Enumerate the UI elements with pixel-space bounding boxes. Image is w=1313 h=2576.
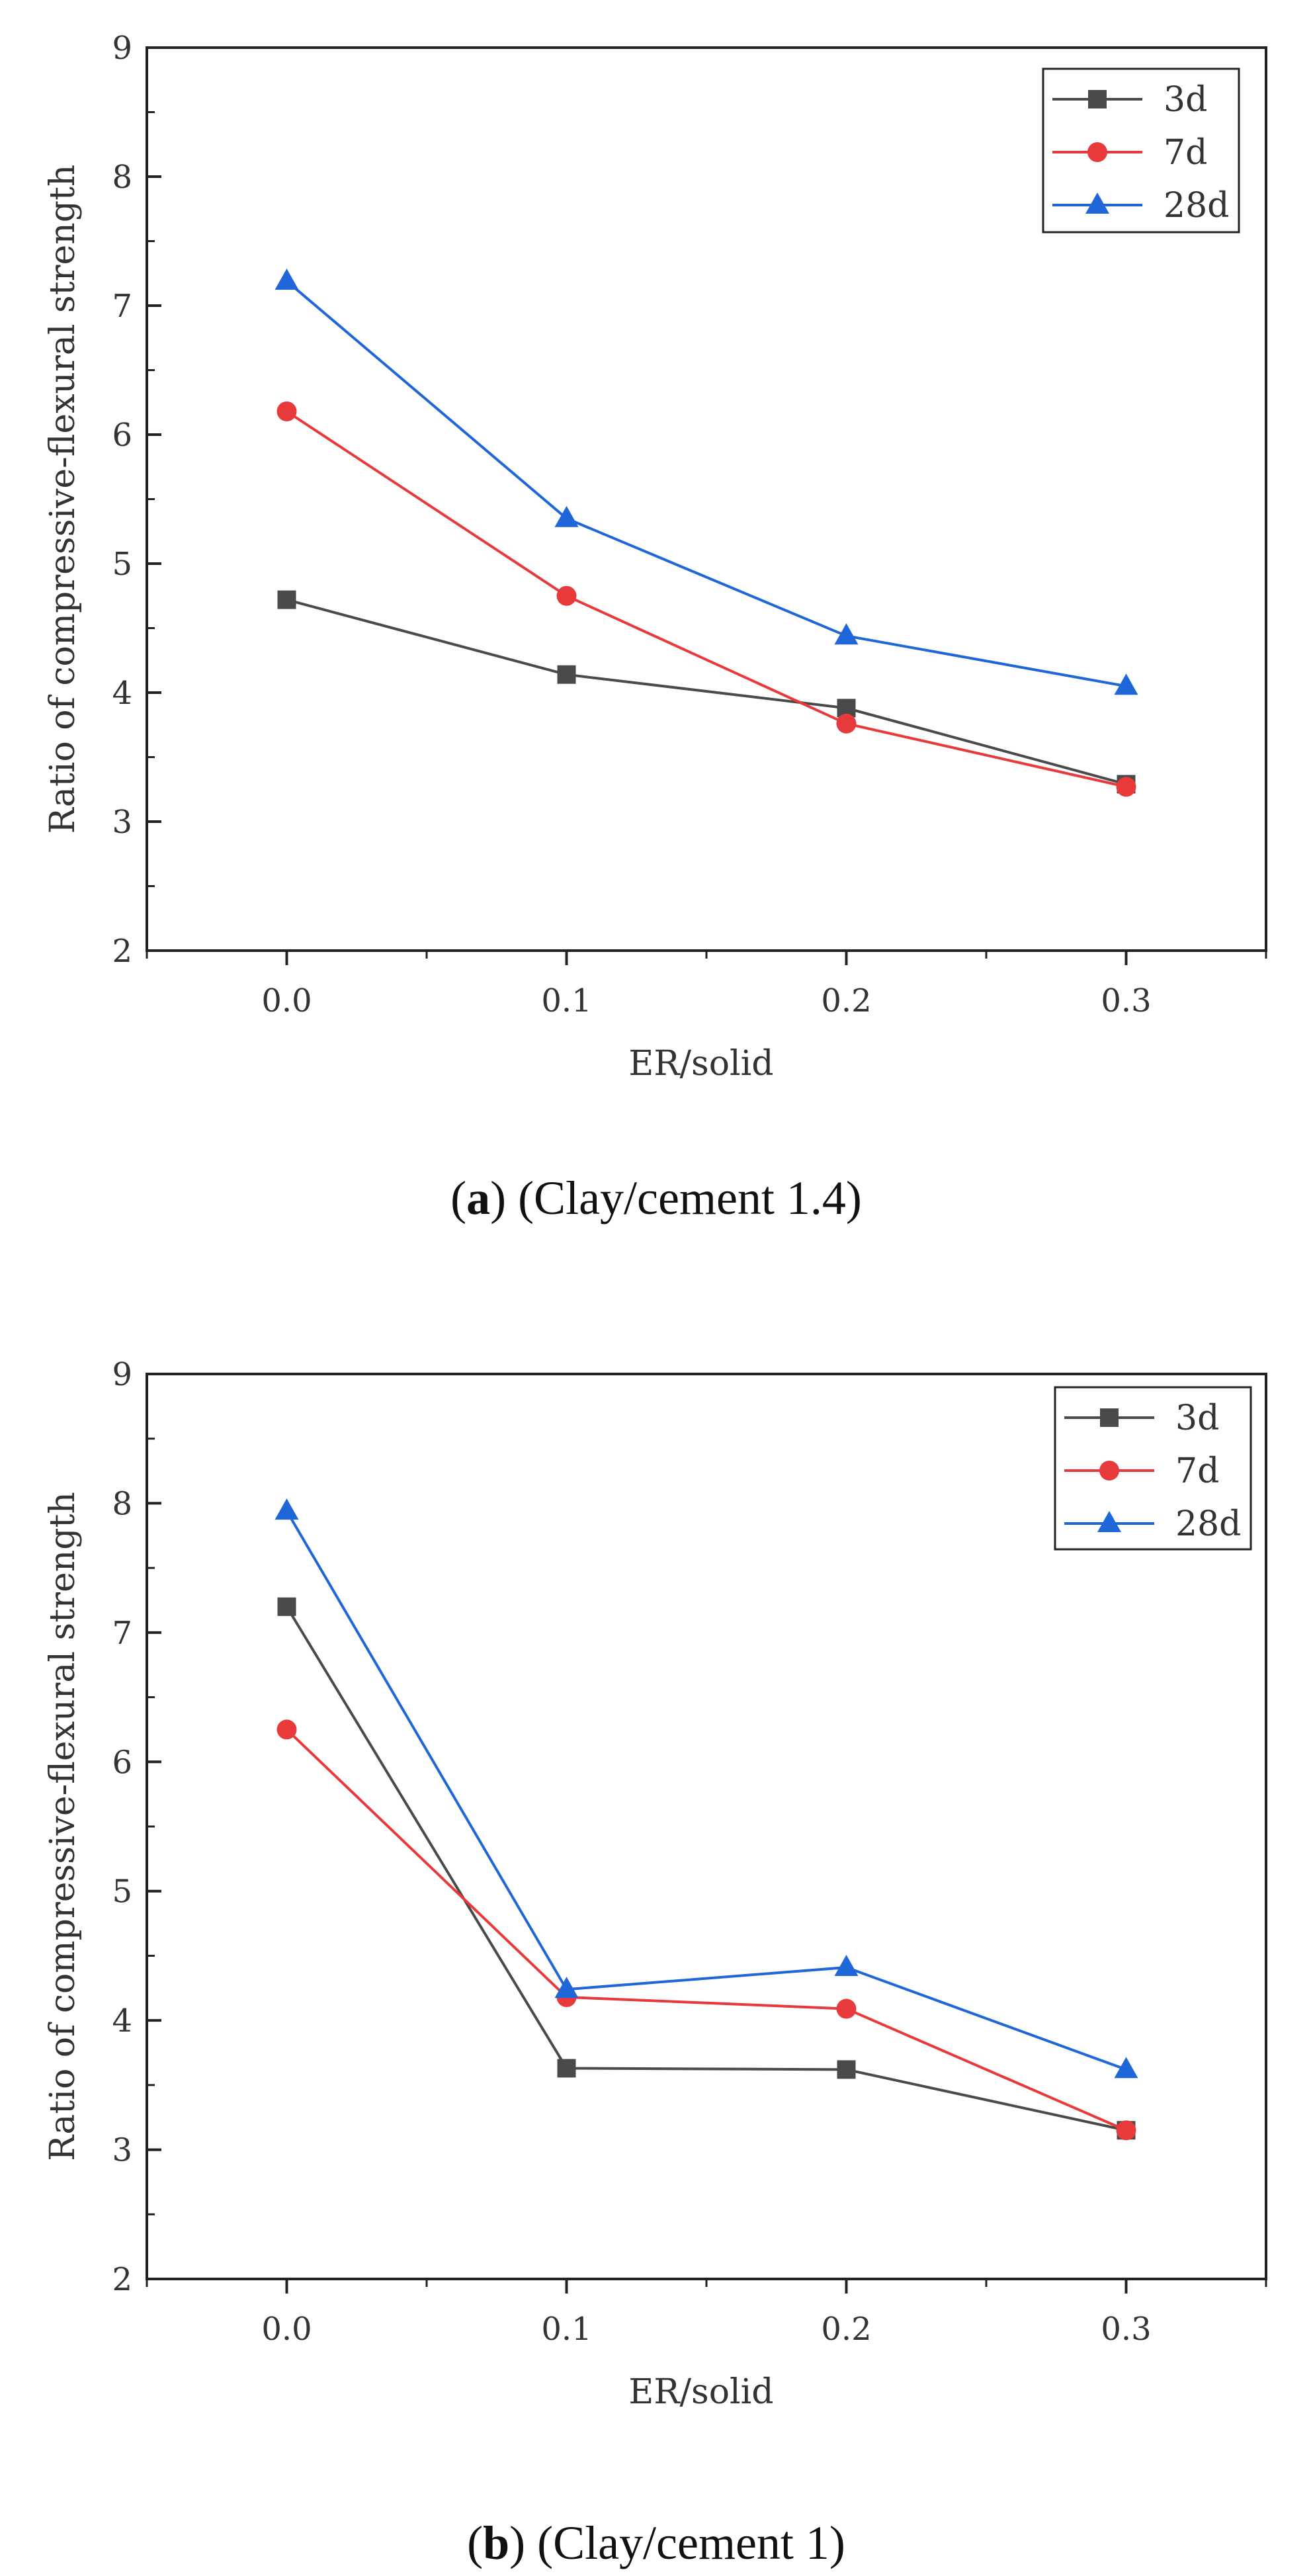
caption-open: ( — [467, 2516, 483, 2569]
series-7d — [276, 401, 1136, 797]
y-tick-label: 9 — [112, 30, 132, 67]
legend-marker-7d — [1087, 142, 1107, 162]
y-tick-label: 4 — [112, 675, 132, 712]
y-tick-label: 3 — [112, 2132, 132, 2169]
x-axis: 0.0 0.1 0.2 0.3 — [146, 2279, 1267, 2348]
data-point-28d — [834, 1955, 859, 1977]
legend: 3d 7d 28d — [1054, 1386, 1252, 1551]
series-3d — [277, 1597, 1136, 2140]
data-point-7d — [836, 1998, 857, 2019]
legend-marker-7d — [1099, 1461, 1119, 1481]
series-line-7d — [286, 410, 1126, 789]
series-28d — [275, 268, 1138, 695]
x-axis-label: ER/solid — [628, 1044, 773, 1084]
x-tick-label: 0.3 — [1101, 2311, 1151, 2348]
x-tick-label: 0.0 — [261, 2311, 312, 2348]
data-point-7d — [1116, 2120, 1136, 2141]
x-axis-label: ER/solid — [628, 2372, 773, 2412]
data-point-28d — [554, 505, 579, 527]
data-point-28d — [1114, 673, 1138, 695]
y-axis-label: Ratio of compressive-flexural strength — [43, 165, 83, 834]
chart-panel-a: 2 3 4 5 6 7 8 9 0.0 0.1 0.2 0.3 Ratio of compressi… — [43, 30, 1267, 1224]
series-28d — [275, 1498, 1138, 2079]
x-tick-label: 0.2 — [821, 2311, 871, 2348]
caption-b: (b) (Clay/cement 1) — [467, 2516, 845, 2569]
series-line-28d — [285, 1510, 1127, 2071]
legend-label-28d: 28d — [1175, 1504, 1241, 1544]
data-point-3d — [277, 1597, 296, 1616]
x-tick-label: 0.1 — [541, 982, 591, 1019]
x-tick-label: 0.0 — [261, 982, 312, 1019]
y-tick-label: 8 — [112, 159, 132, 196]
series-3d — [277, 590, 1136, 794]
caption-a: (a) (Clay/cement 1.4) — [450, 1172, 862, 1224]
data-point-28d — [275, 1498, 299, 1520]
x-tick-label: 0.3 — [1101, 982, 1151, 1019]
y-tick-label: 5 — [112, 1873, 132, 1911]
data-point-28d — [554, 1977, 579, 1998]
data-point-7d — [276, 401, 297, 421]
y-axis: 2 3 4 5 6 7 8 9 — [112, 30, 161, 970]
legend: 3d 7d 28d — [1042, 67, 1240, 234]
y-tick-label: 7 — [112, 1615, 132, 1652]
y-tick-label: 6 — [112, 417, 132, 454]
legend-marker-3d — [1088, 90, 1107, 108]
series-line-3d — [285, 1606, 1126, 2132]
y-tick-label: 3 — [112, 804, 132, 841]
data-point-7d — [836, 713, 857, 734]
x-tick-label: 0.1 — [541, 2311, 591, 2348]
y-tick-label: 5 — [112, 546, 132, 583]
series-layer — [275, 1498, 1138, 2141]
caption-letter: a — [466, 1172, 490, 1224]
data-point-3d — [557, 665, 576, 684]
legend-label-3d: 3d — [1175, 1398, 1219, 1438]
series-line-7d — [286, 1728, 1127, 2132]
legend-marker-3d — [1100, 1408, 1119, 1427]
chart-panel-b: 2 3 4 5 6 7 8 9 0.0 0.1 0.2 0.3 Ratio of compressi… — [43, 1356, 1267, 2569]
legend-marker-28d — [1085, 193, 1109, 214]
y-axis: 2 3 4 5 6 7 8 9 — [112, 1356, 161, 2298]
data-point-7d — [556, 585, 577, 606]
y-tick-label: 8 — [112, 1485, 132, 1522]
data-point-3d — [557, 2059, 576, 2078]
caption-open: ( — [450, 1172, 466, 1224]
x-axis: 0.0 0.1 0.2 0.3 — [146, 951, 1267, 1019]
legend-label-7d: 7d — [1164, 133, 1207, 173]
y-tick-label: 4 — [112, 2002, 132, 2039]
legend-label-28d: 28d — [1164, 186, 1229, 226]
data-point-28d — [1114, 2057, 1138, 2079]
y-tick-label: 2 — [112, 2261, 132, 2298]
y-tick-label: 2 — [112, 933, 132, 970]
y-tick-label: 7 — [112, 288, 132, 325]
caption-text: ) (Clay/cement 1.4) — [490, 1172, 862, 1224]
series-layer — [275, 268, 1138, 797]
series-line-28d — [286, 280, 1126, 688]
series-line-3d — [286, 598, 1127, 786]
data-point-7d — [276, 1719, 297, 1740]
data-point-7d — [1116, 777, 1136, 797]
caption-letter: b — [483, 2516, 509, 2569]
data-point-28d — [275, 268, 299, 290]
legend-label-7d: 7d — [1175, 1451, 1219, 1491]
y-tick-label: 9 — [112, 1356, 132, 1393]
data-point-28d — [834, 623, 859, 645]
y-tick-label: 6 — [112, 1744, 132, 1781]
data-point-3d — [837, 2060, 856, 2079]
data-point-3d — [277, 590, 296, 609]
caption-text: ) (Clay/cement 1) — [509, 2516, 845, 2569]
legend-marker-28d — [1097, 1511, 1121, 1532]
x-tick-label: 0.2 — [821, 982, 871, 1019]
legend-label-3d: 3d — [1164, 80, 1207, 120]
series-7d — [276, 1719, 1136, 2141]
y-axis-label: Ratio of compressive-flexural strength — [43, 1492, 83, 2161]
